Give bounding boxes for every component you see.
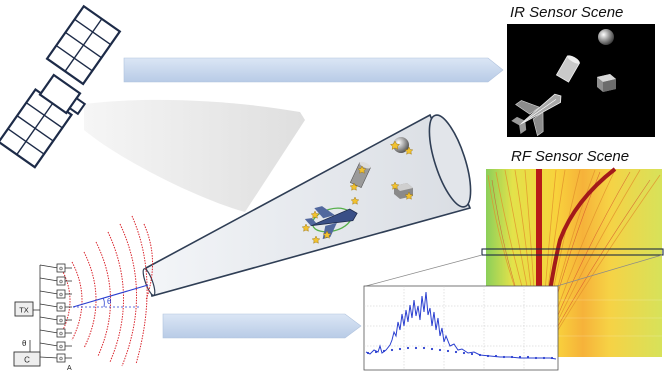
ir-box-icon xyxy=(597,74,616,92)
svg-text:Φ: Φ xyxy=(59,319,63,325)
svg-text:Φ: Φ xyxy=(59,332,63,338)
data-flow-arrow-bottom xyxy=(162,313,362,339)
radar-wavefronts xyxy=(61,215,154,367)
ir-cylinder-icon xyxy=(555,55,581,83)
ir-aircraft-icon xyxy=(511,93,562,137)
svg-text:Φ: Φ xyxy=(59,306,63,312)
tx-label: TX xyxy=(19,306,29,315)
svg-text:Φ: Φ xyxy=(59,280,63,286)
controller-box xyxy=(13,351,41,367)
svg-text:Φ: Φ xyxy=(59,293,63,299)
zoom-line-left xyxy=(365,254,483,287)
ir-sphere-icon xyxy=(598,29,614,45)
spectrum-trace xyxy=(365,291,557,360)
svg-text:Φ: Φ xyxy=(59,345,63,351)
array-label: A xyxy=(67,365,72,371)
ir-sensor-scene xyxy=(507,24,655,137)
spectrum-inset xyxy=(363,285,559,371)
radar-beam-cone xyxy=(142,113,472,297)
svg-text:Φ: Φ xyxy=(59,357,63,363)
ir-sensor-scene-title: IR Sensor Scene xyxy=(510,4,624,21)
satellite-sensor-cone xyxy=(84,99,305,212)
data-flow-arrow-top xyxy=(123,57,504,83)
beam-angle-label: θ xyxy=(107,297,112,306)
satellite-icon xyxy=(0,4,122,169)
phased-array-schematic xyxy=(29,263,72,363)
scatter-markers xyxy=(301,140,414,244)
svg-text:Φ: Φ xyxy=(59,267,63,273)
controller-label: C xyxy=(24,356,30,365)
phase-shifter-labels: Φ Φ Φ Φ Φ Φ Φ Φ xyxy=(59,267,63,363)
tx-box xyxy=(14,301,34,317)
rf-sensor-scene-title: RF Sensor Scene xyxy=(511,148,630,165)
theta-control-label: θ xyxy=(22,339,27,348)
zoom-line-right xyxy=(556,254,663,287)
beam-steering-angle xyxy=(72,284,149,308)
